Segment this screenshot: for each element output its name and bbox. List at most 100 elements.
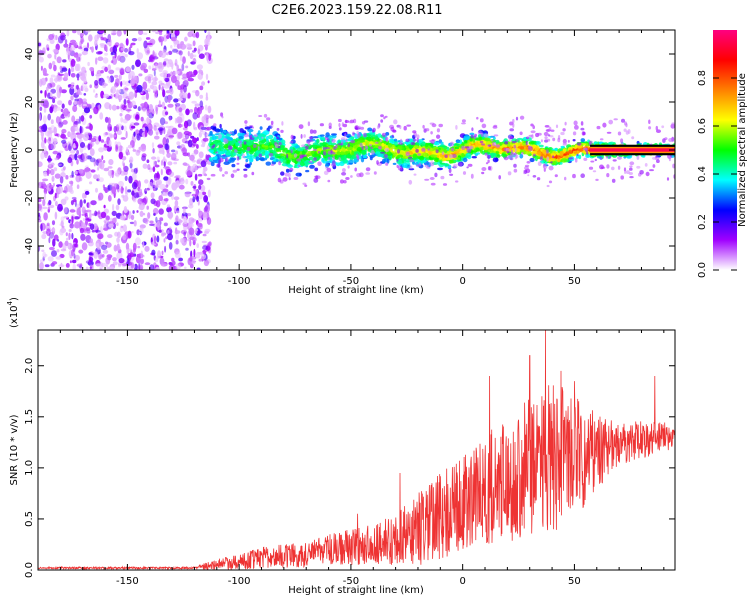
noise-dot bbox=[100, 44, 105, 48]
halo-dot bbox=[455, 180, 459, 183]
noise-dot bbox=[63, 207, 68, 214]
noise-dot bbox=[203, 259, 209, 267]
halo-dot bbox=[493, 134, 499, 137]
noise-dot bbox=[145, 37, 151, 40]
halo-dot bbox=[243, 134, 249, 138]
signal-dot bbox=[374, 135, 379, 140]
halo-dot bbox=[370, 146, 373, 150]
signal-dot bbox=[349, 136, 354, 140]
noise-dot bbox=[165, 168, 172, 176]
noise-dot bbox=[81, 206, 86, 214]
halo-dot bbox=[270, 120, 274, 125]
signal-dot bbox=[550, 149, 553, 155]
signal-dot bbox=[537, 151, 542, 156]
noise-dot bbox=[153, 212, 156, 216]
halo-dot bbox=[396, 164, 399, 168]
noise-dot bbox=[61, 225, 65, 229]
noise-dot bbox=[148, 65, 152, 70]
halo-dot bbox=[617, 165, 621, 170]
noise-dot bbox=[104, 52, 109, 56]
halo-dot bbox=[498, 175, 502, 180]
noise-dot bbox=[137, 180, 141, 189]
halo-dot bbox=[605, 155, 609, 159]
noise-dot bbox=[111, 104, 117, 111]
noise-dot bbox=[56, 194, 59, 199]
noise-dot bbox=[137, 37, 142, 42]
noise-dot bbox=[169, 30, 176, 34]
signal-dot bbox=[483, 137, 491, 142]
signal-dot bbox=[326, 160, 331, 164]
noise-dot bbox=[134, 91, 138, 98]
noise-dot bbox=[85, 30, 91, 33]
noise-dot bbox=[154, 257, 159, 263]
halo-dot bbox=[313, 157, 317, 161]
signal-dot bbox=[383, 158, 387, 162]
halo-dot bbox=[530, 130, 536, 134]
noise-dot bbox=[73, 216, 81, 220]
noise-dot bbox=[89, 123, 93, 131]
halo-dot bbox=[288, 167, 294, 172]
noise-dot bbox=[156, 156, 160, 161]
noise-dot bbox=[49, 92, 53, 98]
noise-dot bbox=[61, 67, 68, 72]
halo-dot bbox=[666, 177, 670, 181]
noise-dot bbox=[206, 42, 209, 45]
noise-dot bbox=[72, 104, 78, 113]
halo-dot bbox=[277, 177, 282, 183]
noise-dot bbox=[42, 251, 47, 259]
noise-dot bbox=[104, 66, 108, 72]
signal-dot bbox=[246, 141, 253, 146]
halo-dot bbox=[312, 148, 318, 152]
noise-dot bbox=[191, 218, 197, 222]
noise-dot bbox=[153, 177, 159, 182]
halo-dot bbox=[301, 144, 306, 148]
halo-dot bbox=[519, 131, 523, 136]
halo-dot bbox=[212, 129, 215, 133]
noise-dot bbox=[204, 30, 207, 34]
signal-dot bbox=[461, 153, 465, 158]
halo-dot bbox=[509, 121, 514, 126]
noise-dot bbox=[155, 200, 161, 208]
halo-dot bbox=[507, 155, 512, 160]
halo-dot bbox=[521, 151, 524, 155]
noise-dot bbox=[148, 181, 154, 190]
noise-dot bbox=[107, 185, 110, 192]
noise-dot bbox=[185, 178, 189, 185]
snr-xtick-label: -50 bbox=[343, 576, 359, 587]
noise-dot bbox=[82, 45, 88, 48]
noise-dot bbox=[39, 106, 43, 112]
noise-dot bbox=[78, 54, 82, 62]
noise-dot bbox=[125, 54, 128, 58]
snr-ytick-label: 1.0 bbox=[24, 460, 35, 476]
noise-dot bbox=[123, 107, 129, 111]
noise-dot bbox=[89, 256, 94, 262]
noise-dot bbox=[86, 103, 92, 107]
noise-dot bbox=[54, 173, 61, 179]
noise-dot bbox=[43, 192, 47, 201]
noise-dot bbox=[131, 230, 134, 234]
noise-dot bbox=[145, 92, 149, 100]
noise-dot bbox=[158, 229, 162, 233]
noise-dot bbox=[174, 30, 180, 36]
noise-dot bbox=[56, 56, 62, 64]
noise-dot bbox=[166, 61, 171, 68]
signal-dot bbox=[472, 138, 476, 143]
colorbar-ticks: 0.00.20.40.60.8 bbox=[697, 70, 737, 278]
noise-dot bbox=[184, 133, 190, 140]
noise-dot bbox=[198, 151, 204, 159]
halo-dot bbox=[315, 175, 321, 179]
noise-dot bbox=[205, 73, 209, 81]
halo-dot bbox=[354, 167, 358, 172]
noise-dot bbox=[57, 163, 62, 166]
noise-dot bbox=[168, 50, 173, 56]
noise-dot bbox=[187, 77, 194, 82]
signal-dot bbox=[501, 153, 508, 157]
halo-dot bbox=[342, 168, 346, 173]
halo-dot bbox=[581, 131, 586, 136]
halo-dot bbox=[648, 119, 651, 125]
noise-dot bbox=[103, 93, 110, 99]
noise-dot bbox=[66, 50, 71, 56]
signal-dot bbox=[233, 152, 237, 156]
signal-dot bbox=[422, 152, 428, 157]
signal-dot bbox=[367, 127, 373, 132]
